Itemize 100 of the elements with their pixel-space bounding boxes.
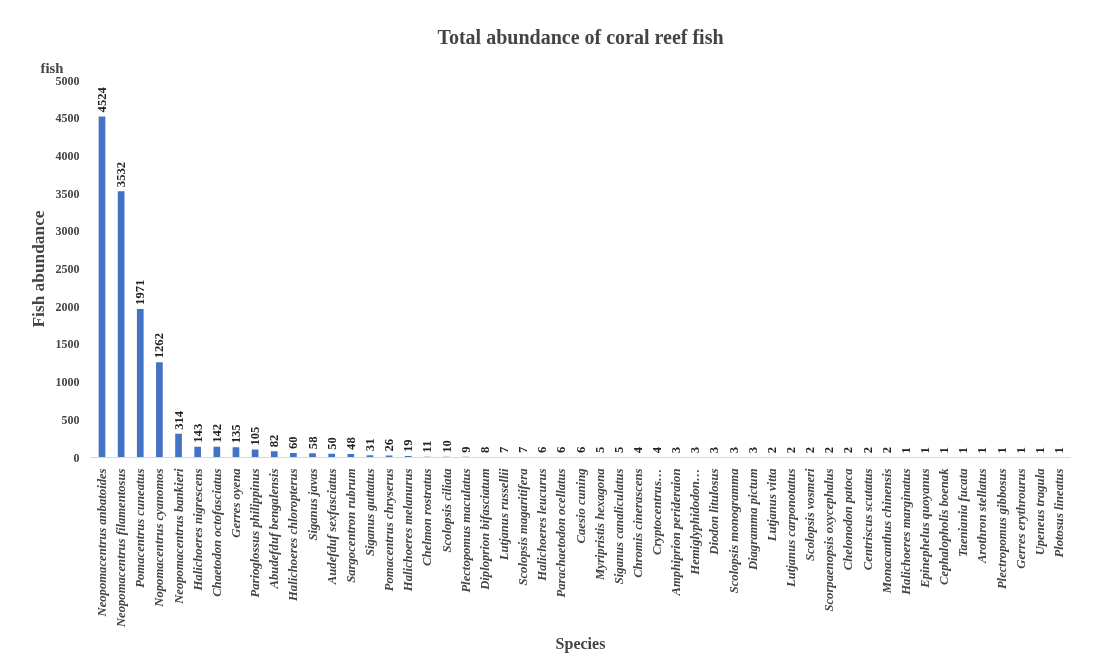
- y-tick-label: 4500: [55, 111, 80, 126]
- y-tick-label: 0: [73, 450, 80, 465]
- y-tick-label: 1000: [55, 375, 80, 390]
- x-tick-label: Plotosus lineatus: [1052, 468, 1067, 558]
- y-tick-label: 4000: [55, 148, 80, 163]
- data-label: 58: [305, 436, 320, 450]
- data-label: 3: [669, 446, 684, 454]
- x-tick-label: Pomacentrus chryserus: [382, 468, 397, 592]
- data-label: 143: [190, 423, 205, 443]
- data-label: 1: [1052, 447, 1067, 454]
- x-tick-label: Upeneus tragula: [1032, 467, 1047, 556]
- chart-title: Total abundance of coral reef fish: [437, 25, 724, 48]
- data-label: 11: [420, 440, 435, 453]
- data-label: 6: [573, 446, 588, 454]
- data-label: 2: [822, 447, 837, 454]
- x-tick-label: Scolopsis ciliata: [439, 467, 454, 553]
- data-label: 26: [382, 438, 397, 452]
- data-label: 10: [439, 440, 454, 453]
- y-tick-label: 3500: [55, 186, 80, 201]
- data-label: 7: [496, 445, 511, 453]
- x-tick-label: Audefduf sexfasciatus: [324, 468, 339, 586]
- x-tick-label: Caesio cuning: [573, 468, 588, 544]
- x-tick-label: Amphiprion perideraion: [669, 468, 684, 597]
- y-tick-label: 500: [61, 412, 80, 427]
- data-label: 4: [630, 446, 645, 454]
- x-tick-label: Pomacentrus cuneatus: [133, 468, 148, 588]
- x-tick-label: Abudefduf bengalensis: [267, 468, 282, 590]
- data-label: 5: [592, 446, 607, 454]
- data-label: 1: [937, 447, 952, 454]
- data-label: 19: [401, 439, 416, 453]
- data-label: 4: [650, 446, 665, 454]
- x-tick-label: Myripristis hexagona: [592, 467, 607, 581]
- x-tick-label: Sargocentron rubrum: [343, 468, 358, 583]
- x-tick-label: Plectropomus gibbosus: [994, 468, 1009, 590]
- x-tick-label: Gerres erythrourus: [1013, 468, 1028, 569]
- x-tick-label: Scolopsis magaritifera: [516, 467, 531, 586]
- data-label: 50: [324, 437, 339, 450]
- data-label: 314: [171, 410, 186, 430]
- data-label: 1: [918, 447, 933, 454]
- x-tick-label: Scolopsis monogramma: [726, 467, 741, 594]
- data-label: 3: [745, 446, 760, 454]
- x-tick-label: Lutjanus carponotatus: [784, 468, 799, 589]
- x-tick-label: Hemiglyphidodon…: [688, 468, 703, 576]
- data-label: 5: [611, 446, 626, 454]
- x-tick-label: Parioglossus philippinus: [248, 468, 263, 598]
- x-tick-label: Gerres oyena: [228, 467, 243, 538]
- x-tick-label: Halichoeres melanurus: [401, 468, 416, 593]
- data-label: 2: [860, 447, 875, 454]
- x-tick-label: Halichoeres marginatus: [898, 468, 913, 596]
- x-tick-label: Chromis cinerascens: [630, 468, 645, 578]
- x-tick-label: Nopomacentrus cyanomos: [152, 468, 167, 608]
- data-label: 9: [458, 446, 473, 453]
- x-tick-label: Plectopomus maculatus: [458, 468, 473, 593]
- x-tick-label: Scolopsis vosmeri: [803, 468, 818, 561]
- x-tick-label: Halichoeres chloropterus: [286, 468, 301, 603]
- x-tick-label: Siganus guttatus: [362, 468, 377, 557]
- data-label: 135: [228, 424, 243, 444]
- x-tick-label: Chelmon rostratus: [420, 468, 435, 566]
- data-label: 1: [1013, 447, 1028, 454]
- x-axis-title: Species: [555, 635, 606, 654]
- data-label: 105: [248, 426, 263, 446]
- x-tick-label: Lutjanus vitta: [764, 467, 779, 543]
- x-tick-label: Arothron stellatus: [975, 468, 990, 565]
- data-label: 3: [688, 446, 703, 454]
- x-tick-label: Monacanthus chinensis: [879, 468, 894, 595]
- y-tick-label: 2000: [55, 299, 80, 314]
- data-label: 31: [362, 438, 377, 452]
- data-label: 2: [879, 447, 894, 454]
- x-tick-label: Cryptocentrus…: [650, 468, 665, 555]
- y-tick-label: 1500: [55, 337, 80, 352]
- x-tick-label: Siganus canaliculatus: [611, 468, 626, 585]
- data-label: 6: [535, 446, 550, 454]
- data-label: 1971: [133, 279, 148, 305]
- y-tick-label: 5000: [55, 73, 80, 88]
- data-label: 60: [286, 436, 301, 449]
- y-axis-title: Fish abundance: [28, 210, 48, 328]
- x-tick-label: Cephalopholis boenak: [937, 467, 952, 585]
- data-label: 82: [267, 434, 282, 448]
- data-label: 2: [784, 447, 799, 454]
- data-label: 1: [956, 447, 971, 454]
- y-tick-label: 2500: [55, 262, 80, 276]
- data-label: 4524: [94, 86, 109, 113]
- data-label: 142: [209, 423, 224, 443]
- x-tick-label: Neopomacentrus anbatoides: [94, 468, 109, 618]
- x-tick-label: Neopomacentrus bankieri: [171, 468, 186, 605]
- x-tick-label: Halichoeres leucurus: [535, 468, 550, 582]
- x-tick-label: Parachaetodon ocellatus: [554, 468, 569, 598]
- data-label: 1: [975, 447, 990, 454]
- x-tick-label: Centriscus scutatus: [860, 468, 875, 571]
- x-tick-label: Chaetodon octofasciatus: [209, 468, 224, 597]
- data-label: 7: [516, 445, 531, 453]
- x-tick-label: Scorpaenopsis oxycephalus: [822, 468, 837, 612]
- data-label: 3532: [114, 161, 129, 188]
- data-label: 1: [1032, 447, 1047, 454]
- data-label: 1: [898, 447, 913, 454]
- x-tick-label: Epinephelus quoyanus: [918, 468, 933, 589]
- data-label: 1262: [152, 333, 167, 359]
- x-tick-label: Chelonodon patoca: [841, 467, 856, 571]
- x-tick-label: Siganus javas: [305, 468, 320, 541]
- x-tick-label: Diodon litulosus: [707, 468, 722, 556]
